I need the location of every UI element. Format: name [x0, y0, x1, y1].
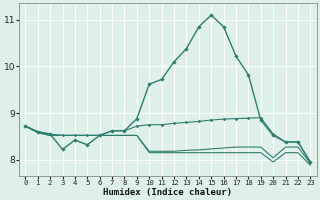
- X-axis label: Humidex (Indice chaleur): Humidex (Indice chaleur): [103, 188, 232, 197]
